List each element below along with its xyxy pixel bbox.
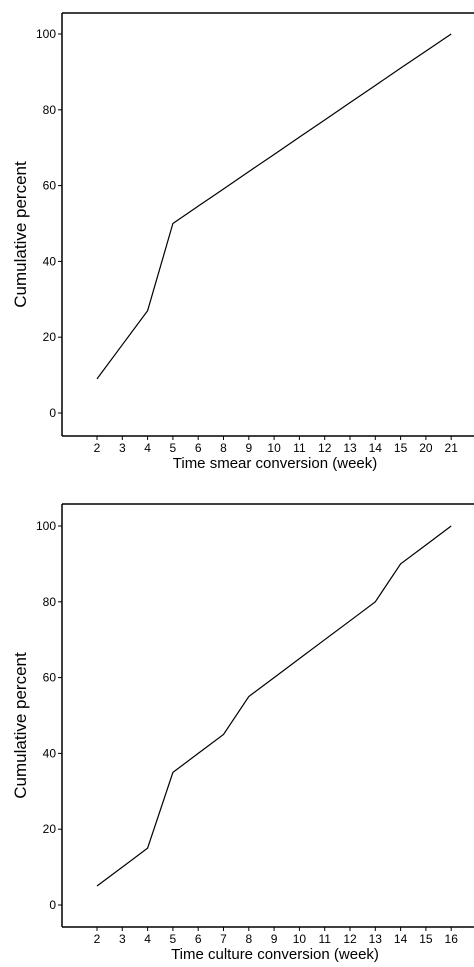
y-tick-label: 100 [36, 519, 56, 533]
y-tick-label: 80 [43, 103, 57, 117]
x-tick-label: 12 [343, 932, 357, 946]
x-tick-label: 2 [94, 932, 101, 946]
y-tick-label: 60 [43, 179, 57, 193]
x-tick-label: 10 [293, 932, 307, 946]
y-tick-label: 0 [49, 406, 56, 420]
x-tick-label: 3 [119, 441, 126, 455]
y-axis-title: Cumulative percent [11, 652, 30, 799]
x-tick-label: 5 [170, 441, 177, 455]
x-tick-label: 2 [94, 441, 101, 455]
culture-conversion-chart: 0 20 40 60 80 100 2 3 4 5 6 7 8 9 10 11 12 13 14 15 16 Time c… [11, 503, 474, 963]
y-tick-label: 100 [36, 27, 56, 41]
x-tick-label: 21 [445, 441, 459, 455]
x-tick-label: 15 [394, 441, 408, 455]
x-tick-label: 9 [271, 932, 278, 946]
x-tick-label: 10 [267, 441, 281, 455]
series-line [96, 525, 452, 887]
y-tick-label: 60 [43, 671, 57, 685]
y-tick-label: 0 [49, 898, 56, 912]
x-tick-label: 6 [195, 932, 202, 946]
x-tick-label: 4 [144, 932, 151, 946]
x-tick-label: 11 [318, 932, 331, 946]
x-tick-label: 15 [419, 932, 433, 946]
y-tick-label: 40 [43, 254, 57, 268]
x-tick-label: 13 [343, 441, 357, 455]
x-tick-label: 9 [245, 441, 252, 455]
y-tick-label: 20 [43, 330, 57, 344]
x-tick-label: 3 [119, 932, 126, 946]
x-tick-label: 4 [144, 441, 151, 455]
series-line [96, 33, 452, 380]
x-tick-label: 12 [318, 441, 332, 455]
y-tick-label: 20 [43, 822, 57, 836]
x-axis-title: Time culture conversion (week) [171, 946, 379, 963]
y-axis-title: Cumulative percent [11, 161, 30, 308]
x-tick-label: 13 [369, 932, 383, 946]
smear-conversion-chart: 0 20 40 60 80 100 2 3 4 5 6 8 9 10 11 12 13 14 15 20 21 Time … [11, 12, 474, 472]
x-tick-label: 16 [445, 932, 459, 946]
x-tick-label: 6 [195, 441, 202, 455]
x-tick-label: 14 [394, 932, 408, 946]
x-tick-label: 11 [293, 441, 306, 455]
y-tick-label: 40 [43, 746, 57, 760]
x-tick-label: 5 [170, 932, 177, 946]
x-tick-label: 20 [419, 441, 433, 455]
x-axis-title: Time smear conversion (week) [173, 455, 378, 472]
x-tick-label: 8 [245, 932, 252, 946]
x-tick-label: 7 [220, 932, 227, 946]
x-tick-label: 8 [220, 441, 227, 455]
y-tick-label: 80 [43, 595, 57, 609]
x-tick-label: 14 [369, 441, 383, 455]
